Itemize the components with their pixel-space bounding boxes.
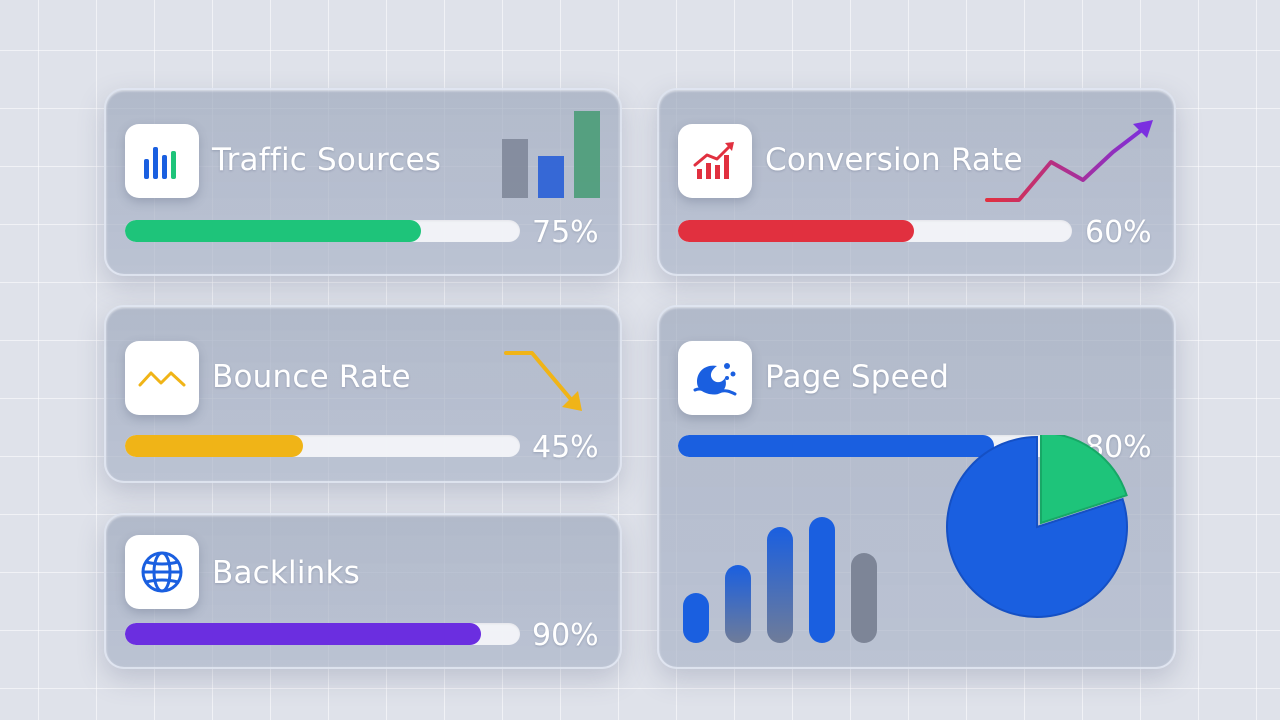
page-speed-title: Page Speed xyxy=(765,359,950,395)
backlinks-progress-fill xyxy=(125,623,481,645)
backlinks-card[interactable]: Backlinks 90% xyxy=(104,513,622,669)
backlinks-progress xyxy=(125,623,520,645)
conversion-rate-card[interactable]: Conversion Rate 60% xyxy=(657,88,1176,276)
down-arrow-decoration xyxy=(502,347,592,415)
mini-columns-decoration xyxy=(681,515,881,645)
zigzag-line-icon xyxy=(125,341,199,415)
trend-arrow-decoration xyxy=(985,118,1161,208)
page-speed-progress xyxy=(678,435,1073,457)
speed-wave-icon xyxy=(678,341,752,415)
conversion-rate-title: Conversion Rate xyxy=(765,142,1023,178)
page-speed-card[interactable]: Page Speed 80% xyxy=(657,305,1176,669)
bounce-rate-percent: 45% xyxy=(532,430,599,465)
pie-slice-blue xyxy=(946,435,1128,618)
conversion-rate-percent: 60% xyxy=(1085,215,1152,250)
conversion-rate-progress xyxy=(678,220,1072,242)
trend-up-icon xyxy=(678,124,752,198)
bar-chart-icon xyxy=(125,124,199,198)
conversion-rate-progress-fill xyxy=(678,220,915,242)
page-speed-progress-fill xyxy=(678,435,994,457)
traffic-sources-percent: 75% xyxy=(532,215,599,250)
globe-icon xyxy=(125,535,199,609)
traffic-sources-title: Traffic Sources xyxy=(212,142,442,178)
page-speed-pie-chart xyxy=(945,435,1135,621)
backlinks-percent: 90% xyxy=(532,618,599,653)
backlinks-title: Backlinks xyxy=(212,555,361,591)
traffic-sources-progress-fill xyxy=(125,220,422,242)
bounce-rate-progress xyxy=(125,435,520,457)
pie-slice-green xyxy=(1040,435,1128,525)
traffic-sources-progress xyxy=(125,220,520,242)
bounce-rate-card[interactable]: Bounce Rate 45% xyxy=(104,305,622,483)
mini-bars-decoration xyxy=(500,110,604,200)
traffic-sources-card[interactable]: Traffic Sources 75% xyxy=(104,88,622,276)
bounce-rate-progress-fill xyxy=(125,435,303,457)
bounce-rate-title: Bounce Rate xyxy=(212,359,411,395)
